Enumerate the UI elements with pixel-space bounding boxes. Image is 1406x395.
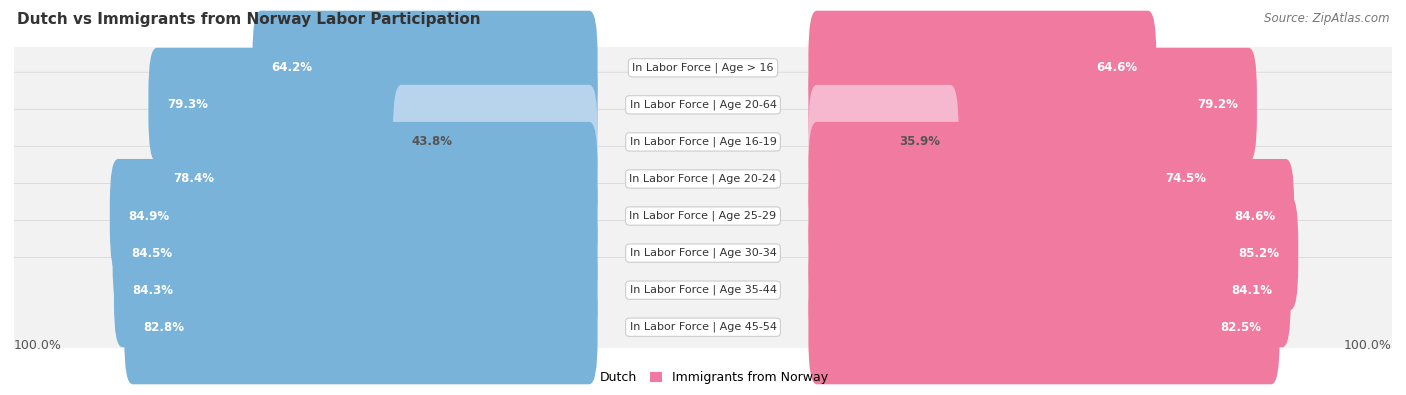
Text: In Labor Force | Age 45-54: In Labor Force | Age 45-54 bbox=[630, 322, 776, 333]
FancyBboxPatch shape bbox=[808, 159, 1294, 273]
FancyBboxPatch shape bbox=[253, 11, 598, 125]
Text: 78.4%: 78.4% bbox=[173, 173, 214, 186]
FancyBboxPatch shape bbox=[4, 258, 1402, 395]
Text: 85.2%: 85.2% bbox=[1239, 246, 1279, 260]
FancyBboxPatch shape bbox=[808, 270, 1279, 384]
Text: In Labor Force | Age 20-24: In Labor Force | Age 20-24 bbox=[630, 174, 776, 184]
FancyBboxPatch shape bbox=[808, 48, 1257, 162]
FancyBboxPatch shape bbox=[808, 233, 1291, 347]
Text: 100.0%: 100.0% bbox=[14, 339, 62, 352]
FancyBboxPatch shape bbox=[4, 35, 1402, 175]
Text: 43.8%: 43.8% bbox=[412, 135, 453, 149]
Text: 100.0%: 100.0% bbox=[1344, 339, 1392, 352]
FancyBboxPatch shape bbox=[392, 85, 598, 199]
FancyBboxPatch shape bbox=[155, 122, 598, 236]
Text: 82.8%: 82.8% bbox=[143, 321, 184, 334]
FancyBboxPatch shape bbox=[4, 147, 1402, 286]
Text: In Labor Force | Age 16-19: In Labor Force | Age 16-19 bbox=[630, 137, 776, 147]
Text: 84.1%: 84.1% bbox=[1232, 284, 1272, 297]
FancyBboxPatch shape bbox=[4, 220, 1402, 360]
FancyBboxPatch shape bbox=[4, 183, 1402, 323]
Text: 79.2%: 79.2% bbox=[1198, 98, 1239, 111]
Text: 84.5%: 84.5% bbox=[131, 246, 173, 260]
Text: In Labor Force | Age 35-44: In Labor Force | Age 35-44 bbox=[630, 285, 776, 295]
FancyBboxPatch shape bbox=[808, 85, 959, 199]
FancyBboxPatch shape bbox=[4, 0, 1402, 137]
Text: 64.6%: 64.6% bbox=[1097, 61, 1137, 74]
FancyBboxPatch shape bbox=[112, 196, 598, 310]
FancyBboxPatch shape bbox=[114, 233, 598, 347]
Text: 64.2%: 64.2% bbox=[271, 61, 312, 74]
FancyBboxPatch shape bbox=[4, 72, 1402, 212]
Text: In Labor Force | Age 20-64: In Labor Force | Age 20-64 bbox=[630, 100, 776, 110]
Text: Source: ZipAtlas.com: Source: ZipAtlas.com bbox=[1264, 12, 1389, 25]
FancyBboxPatch shape bbox=[808, 11, 1156, 125]
Text: In Labor Force | Age > 16: In Labor Force | Age > 16 bbox=[633, 62, 773, 73]
FancyBboxPatch shape bbox=[4, 109, 1402, 248]
Text: In Labor Force | Age 30-34: In Labor Force | Age 30-34 bbox=[630, 248, 776, 258]
Text: 84.9%: 84.9% bbox=[128, 209, 170, 222]
Text: 35.9%: 35.9% bbox=[898, 135, 941, 149]
FancyBboxPatch shape bbox=[124, 270, 598, 384]
Text: 84.3%: 84.3% bbox=[132, 284, 173, 297]
FancyBboxPatch shape bbox=[149, 48, 598, 162]
FancyBboxPatch shape bbox=[110, 159, 598, 273]
Text: 82.5%: 82.5% bbox=[1220, 321, 1261, 334]
Text: 79.3%: 79.3% bbox=[167, 98, 208, 111]
Text: Dutch vs Immigrants from Norway Labor Participation: Dutch vs Immigrants from Norway Labor Pa… bbox=[17, 12, 481, 27]
Text: 74.5%: 74.5% bbox=[1166, 173, 1206, 186]
FancyBboxPatch shape bbox=[808, 196, 1298, 310]
Legend: Dutch, Immigrants from Norway: Dutch, Immigrants from Norway bbox=[572, 367, 834, 389]
FancyBboxPatch shape bbox=[808, 122, 1225, 236]
Text: 84.6%: 84.6% bbox=[1234, 209, 1275, 222]
Text: In Labor Force | Age 25-29: In Labor Force | Age 25-29 bbox=[630, 211, 776, 221]
